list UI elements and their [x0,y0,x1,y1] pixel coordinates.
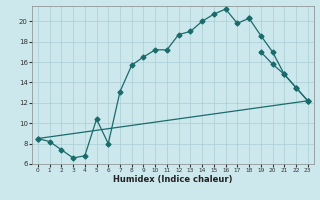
X-axis label: Humidex (Indice chaleur): Humidex (Indice chaleur) [113,175,233,184]
